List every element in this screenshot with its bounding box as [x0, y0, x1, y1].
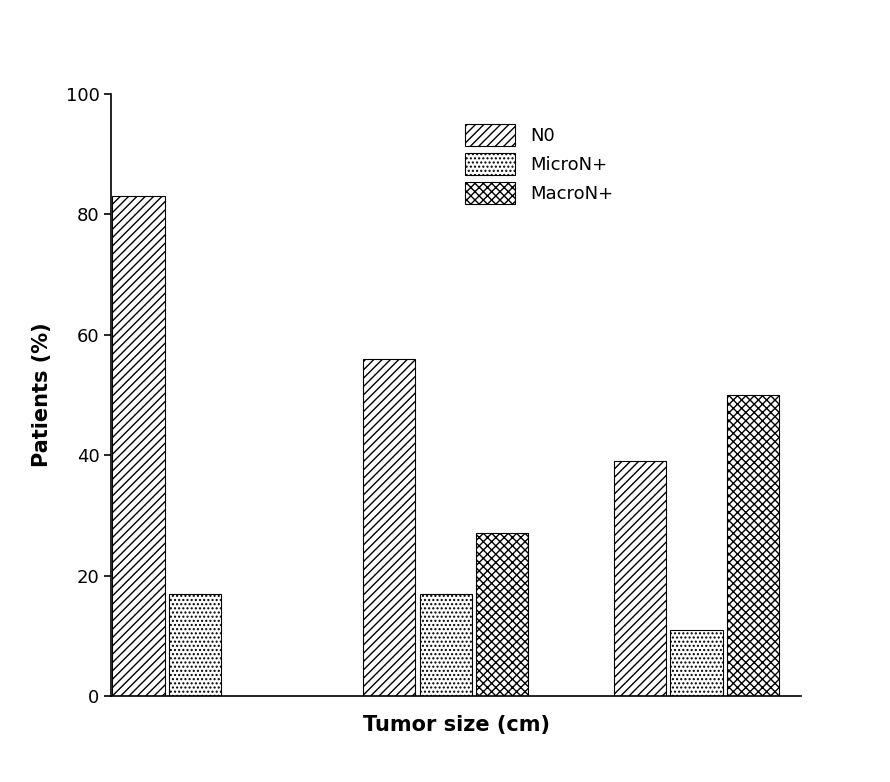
Bar	[169, 594, 221, 696]
Bar	[476, 533, 529, 696]
X-axis label: Tumor size (cm): Tumor size (cm)	[362, 715, 550, 735]
Bar	[419, 594, 472, 696]
Bar	[363, 359, 416, 696]
Legend: N0, MicroN+, MacroN+: N0, MicroN+, MacroN+	[456, 115, 622, 213]
Y-axis label: Patients (%): Patients (%)	[32, 323, 52, 467]
Bar	[614, 461, 667, 696]
Bar	[727, 395, 779, 696]
Bar	[670, 630, 723, 696]
Bar	[112, 196, 165, 696]
